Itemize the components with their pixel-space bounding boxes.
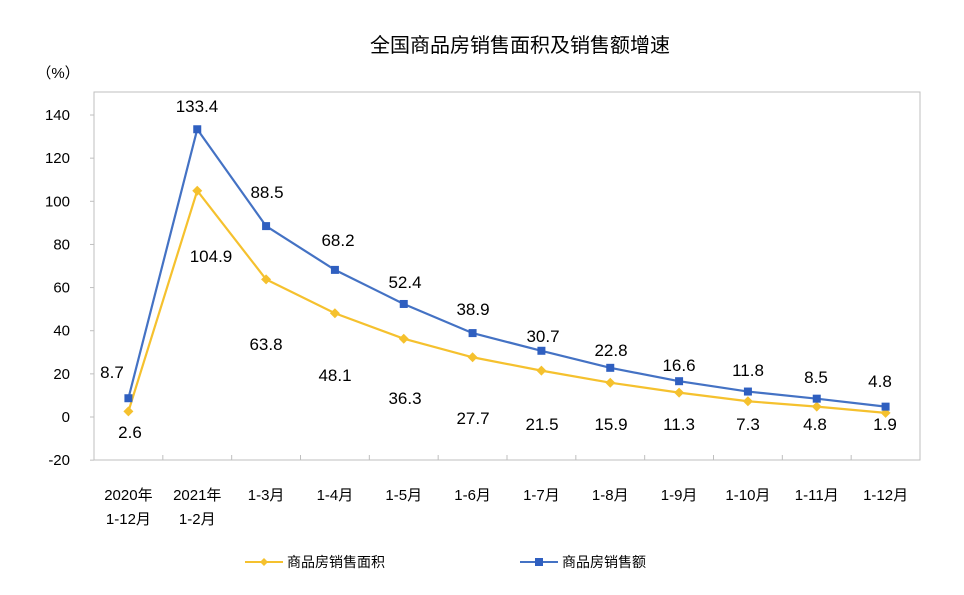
legend-label: 商品房销售面积 xyxy=(287,554,385,570)
data-label: 68.2 xyxy=(321,231,354,250)
data-label: 11.8 xyxy=(732,361,764,380)
data-label: 38.9 xyxy=(456,300,489,319)
data-point-diamond xyxy=(192,185,203,196)
data-point-square xyxy=(812,394,821,403)
data-point-diamond xyxy=(536,365,547,376)
x-tick-label: 1-9月 xyxy=(661,487,698,504)
data-label: 4.8 xyxy=(803,415,827,434)
data-point-diamond xyxy=(261,274,272,285)
y-tick-label: 60 xyxy=(53,280,70,297)
data-label: 4.8 xyxy=(868,372,892,391)
data-point-diamond xyxy=(674,387,685,398)
data-point-diamond xyxy=(811,401,822,412)
data-point-diamond xyxy=(605,377,616,388)
data-point-square xyxy=(881,402,890,411)
legend-label: 商品房销售额 xyxy=(562,554,646,570)
y-tick-label: -20 xyxy=(48,452,70,469)
data-point-square xyxy=(330,265,339,274)
data-point-diamond xyxy=(467,352,478,363)
series-line-1 xyxy=(127,126,886,408)
data-point-square xyxy=(743,387,752,396)
data-label: 21.5 xyxy=(525,415,558,434)
x-tick-label: 2020年 xyxy=(104,487,152,504)
data-point-square xyxy=(468,329,477,338)
y-tick-label: 40 xyxy=(53,323,70,340)
series-line-0 xyxy=(127,188,886,414)
y-tick-label: 80 xyxy=(53,236,70,253)
x-tick-label: 1-10月 xyxy=(725,487,770,504)
x-tick-label: 1-11月 xyxy=(795,487,839,504)
data-label: 2.6 xyxy=(118,423,142,442)
data-label: 36.3 xyxy=(388,389,421,408)
x-tick-label: 1-12月 xyxy=(863,487,908,504)
legend-square-marker xyxy=(535,558,543,566)
data-label: 22.8 xyxy=(594,341,627,360)
data-label: 7.3 xyxy=(736,415,760,434)
y-tick-label: 0 xyxy=(62,409,70,426)
x-tick-label: 1-6月 xyxy=(454,487,491,504)
data-label: 11.3 xyxy=(663,415,695,434)
data-label: 16.6 xyxy=(662,356,695,375)
y-axis-unit: （%） xyxy=(36,65,79,82)
data-point-square xyxy=(606,363,615,372)
data-point-square xyxy=(262,222,271,231)
data-label: 52.4 xyxy=(388,273,421,292)
data-label: 104.9 xyxy=(190,247,233,266)
data-point-square xyxy=(193,125,202,134)
data-point-diamond xyxy=(329,308,340,319)
chart-title: 全国商品房销售面积及销售额增速 xyxy=(370,34,670,57)
y-tick-label: 100 xyxy=(45,193,70,210)
data-point-square xyxy=(124,394,133,403)
y-tick-label: 120 xyxy=(45,150,70,167)
data-point-square xyxy=(537,346,546,355)
data-label: 15.9 xyxy=(594,415,627,434)
x-tick-label: 1-4月 xyxy=(317,487,354,504)
x-tick-label: 1-2月 xyxy=(179,511,216,528)
data-point-square xyxy=(399,299,408,308)
x-tick-label: 1-8月 xyxy=(592,487,629,504)
x-tick-label: 1-12月 xyxy=(106,511,151,528)
legend-diamond-marker xyxy=(260,558,268,566)
data-label: 88.5 xyxy=(250,183,283,202)
data-label: 48.1 xyxy=(318,366,351,385)
data-label: 63.8 xyxy=(249,335,282,354)
data-label: 30.7 xyxy=(526,327,559,346)
data-point-diamond xyxy=(398,333,409,344)
data-label: 27.7 xyxy=(456,409,489,428)
x-tick-label: 1-3月 xyxy=(248,487,285,504)
x-tick-label: 1-7月 xyxy=(523,487,560,504)
data-label: 1.9 xyxy=(873,415,897,434)
y-tick-label: 140 xyxy=(45,107,70,124)
data-point-diamond xyxy=(742,396,753,407)
y-tick-label: 20 xyxy=(53,366,70,383)
data-point-diamond xyxy=(123,406,134,417)
data-label: 8.5 xyxy=(804,368,828,387)
data-label: 133.4 xyxy=(176,97,219,116)
data-point-square xyxy=(675,377,684,386)
data-label: 8.7 xyxy=(100,363,124,382)
x-tick-label: 2021年 xyxy=(173,487,221,504)
x-tick-label: 1-5月 xyxy=(385,487,422,504)
